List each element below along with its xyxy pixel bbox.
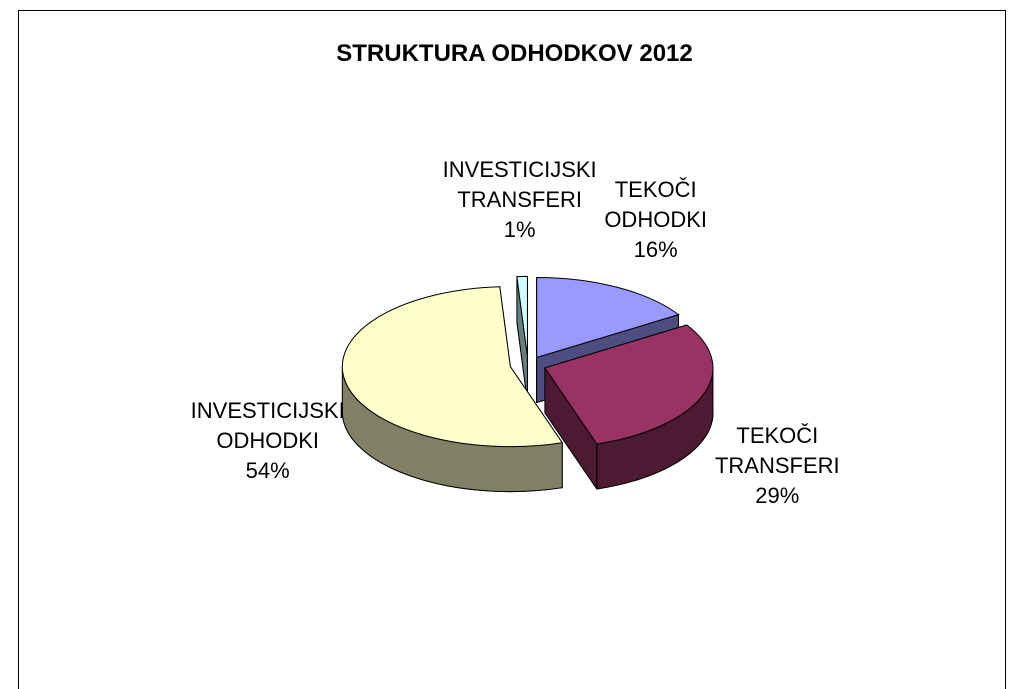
data-label: INVESTICIJSKI TRANSFERI 1% xyxy=(435,155,605,245)
label-name: INVESTICIJSKI TRANSFERI xyxy=(442,157,597,213)
slice xyxy=(516,275,528,357)
label-value: 16% xyxy=(633,237,678,263)
slice xyxy=(536,276,680,359)
label-value: 54% xyxy=(245,457,290,483)
chart-title: STRUKTURA ODHODKOV 2012 xyxy=(336,40,693,67)
slice xyxy=(544,324,714,445)
label-value: 29% xyxy=(755,482,800,508)
chart-frame xyxy=(18,10,1006,689)
slice xyxy=(341,286,564,448)
data-label: TEKOČI TRANSFERI 29% xyxy=(692,421,862,511)
data-label: TEKOČI ODHODKI 16% xyxy=(571,175,741,265)
data-label: INVESTICIJSKI ODHODKI 54% xyxy=(183,396,353,486)
label-name: INVESTICIJSKI ODHODKI xyxy=(190,397,345,453)
label-value: 1% xyxy=(503,217,536,243)
label-name: TEKOČI ODHODKI xyxy=(604,177,707,233)
label-name: TEKOČI TRANSFERI xyxy=(714,422,840,478)
